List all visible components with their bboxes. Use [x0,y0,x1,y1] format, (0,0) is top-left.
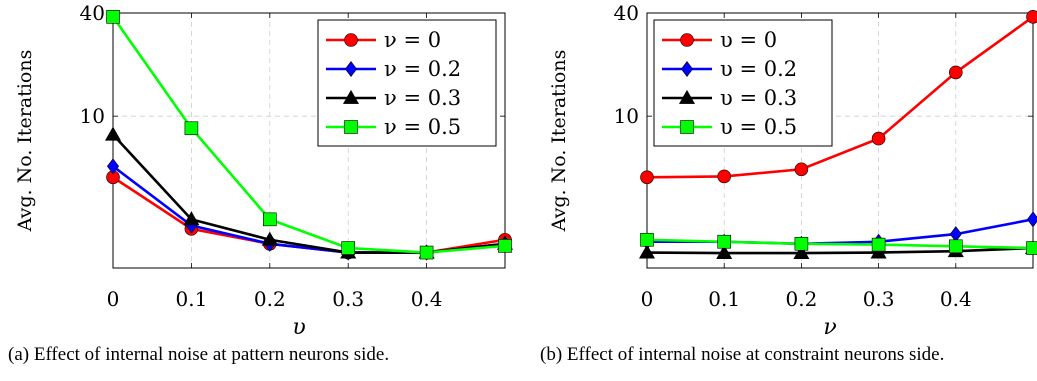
legend-label-3: ν = 0.5 [384,115,461,139]
data-point [793,244,810,259]
data-point [948,65,963,80]
y-tick-label: 10 [614,104,639,128]
y-tick-label: 40 [614,1,639,25]
data-point [184,121,199,136]
data-point [871,237,886,252]
chart-panel-a: 0 0.1 0.2 0.3 0.4 10 40 υ Avg. No. Iterations ν =… [14,1,514,340]
data-point [794,236,809,251]
legend-label-0: υ = 0 [720,28,777,52]
y-axis-label: Avg. No. Iterations [14,50,36,233]
x-tick-label: 0.2 [254,287,286,311]
data-point [104,126,122,141]
data-point [1026,10,1037,24]
series-line-0 [646,15,1034,179]
data-point [107,158,119,175]
chart-panel-b: 0 0.1 0.2 0.3 0.4 10 40 ν Avg. No. Iterations υ =… [548,1,1037,340]
x-tick-label: 0.3 [863,287,895,311]
data-point [640,170,654,185]
legend-marker-3 [680,120,694,134]
series-line-2 [646,246,1034,255]
data-point [716,244,733,259]
data-point [183,211,200,226]
data-point [1026,241,1037,255]
x-tick-label: 0 [107,287,120,311]
legend-label-1: υ = 0.2 [720,57,797,81]
x-axis-label: υ [292,315,305,340]
series-line-3 [646,238,1034,250]
data-point [638,244,656,259]
series-line-3 [111,16,506,254]
legend-marker-2 [342,89,360,104]
data-point [1027,211,1037,228]
plot-frame [646,12,1034,269]
caption-a: (a) Effect of internal noise at pattern … [8,344,390,365]
y-tick-label: 40 [80,1,105,25]
x-tick-label: 0.1 [708,287,740,311]
legend-marker-2 [678,89,696,104]
y-axis-label: Avg. No. Iterations [548,50,570,233]
data-point [870,244,887,259]
x-tick-label: 0.4 [411,287,443,311]
data-point [871,131,886,146]
data-point [262,212,277,227]
x-tick-label: 0.3 [332,287,364,311]
x-tick-label: 0.4 [940,287,972,311]
legend-label-0: ν = 0 [384,28,441,52]
x-tick-label: 0 [641,287,654,311]
data-point [717,234,732,249]
data-point [948,239,963,254]
data-point [498,239,512,253]
data-point [640,232,654,247]
data-point [794,162,809,177]
legend-marker-1 [681,61,693,77]
x-axis-label: ν [823,315,836,340]
series-line-1 [112,165,506,254]
legend-label-3: υ = 0.5 [720,115,797,139]
legend-label-2: υ = 0.3 [720,86,797,110]
y-tick-label: 10 [80,104,105,128]
data-point [419,245,434,260]
legend-marker-1 [345,61,357,77]
x-tick-label: 0.2 [785,287,817,311]
data-point [261,231,278,246]
series-line-0 [112,176,506,254]
legend-marker-0 [344,33,358,47]
legend-marker-3 [344,120,358,134]
data-point [949,226,962,243]
data-point [106,10,120,24]
x-tick-label: 0.1 [175,287,207,311]
legend-label-2: ν = 0.3 [384,86,461,110]
legend-label-1: ν = 0.2 [384,57,461,81]
data-point [717,169,732,184]
legend-marker-0 [680,33,694,47]
caption-b: (b) Effect of internal noise at constrai… [540,344,945,365]
data-point [341,241,356,255]
